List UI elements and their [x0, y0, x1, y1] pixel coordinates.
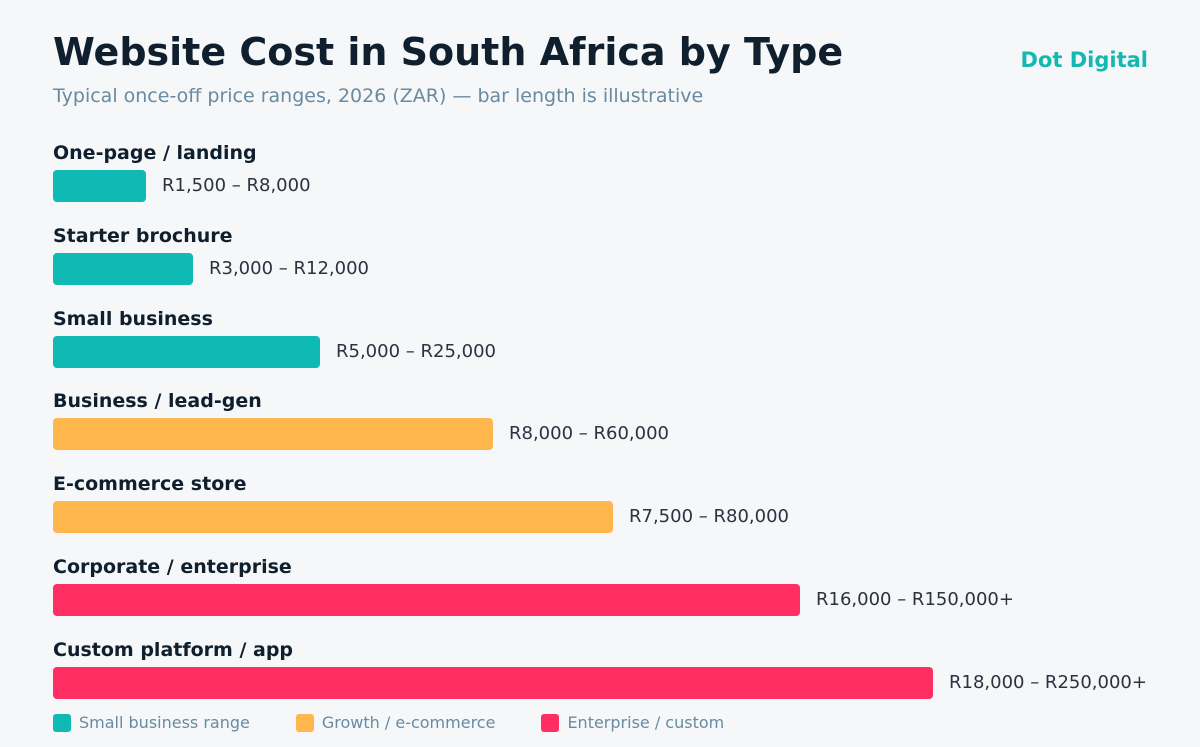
data-label: R5,000 – R25,000 [336, 340, 496, 362]
bar [53, 418, 493, 451]
legend-item-growth: Growth / e-commerce [295, 713, 496, 732]
data-label: R3,000 – R12,000 [209, 257, 369, 279]
bar [53, 501, 613, 534]
data-label: R18,000 – R250,000+ [949, 671, 1147, 693]
category-label: Custom platform / app [53, 638, 294, 661]
legend-item-small: Small business range [53, 713, 250, 732]
brand-logo-text: Dot Digital [1020, 48, 1148, 72]
legend-label-growth: Growth / e-commerce [321, 713, 496, 732]
category-label: Corporate / enterprise [53, 556, 292, 578]
data-label: R1,500 – R8,000 [162, 175, 311, 196]
bar [53, 584, 800, 616]
chart-title: Website Cost in South Africa by Type [53, 30, 844, 74]
legend-label-small: Small business range [79, 713, 250, 732]
legend-swatch-small [53, 713, 71, 732]
category-label: Small business [53, 307, 213, 330]
bar [53, 666, 933, 699]
category-label: Starter brochure [53, 224, 233, 247]
chart-legend: Small business range Growth / e-commerce… [53, 713, 770, 732]
legend-swatch-enterprise [541, 713, 560, 732]
bar [53, 170, 146, 202]
bar [53, 252, 193, 285]
legend-swatch-growth [295, 713, 314, 732]
legend-label-enterprise: Enterprise / custom [567, 713, 725, 732]
chart-subtitle: Typical once-off price ranges, 2026 (ZAR… [53, 85, 704, 107]
legend-item-enterprise: Enterprise / custom [541, 713, 724, 732]
data-label: R7,500 – R80,000 [629, 506, 789, 528]
data-label: R16,000 – R150,000+ [816, 589, 1014, 610]
category-label: E-commerce store [53, 473, 247, 496]
bar [53, 335, 320, 368]
data-label: R8,000 – R60,000 [509, 423, 669, 445]
category-label: One-page / landing [53, 142, 257, 164]
category-label: Business / lead-gen [53, 390, 262, 413]
